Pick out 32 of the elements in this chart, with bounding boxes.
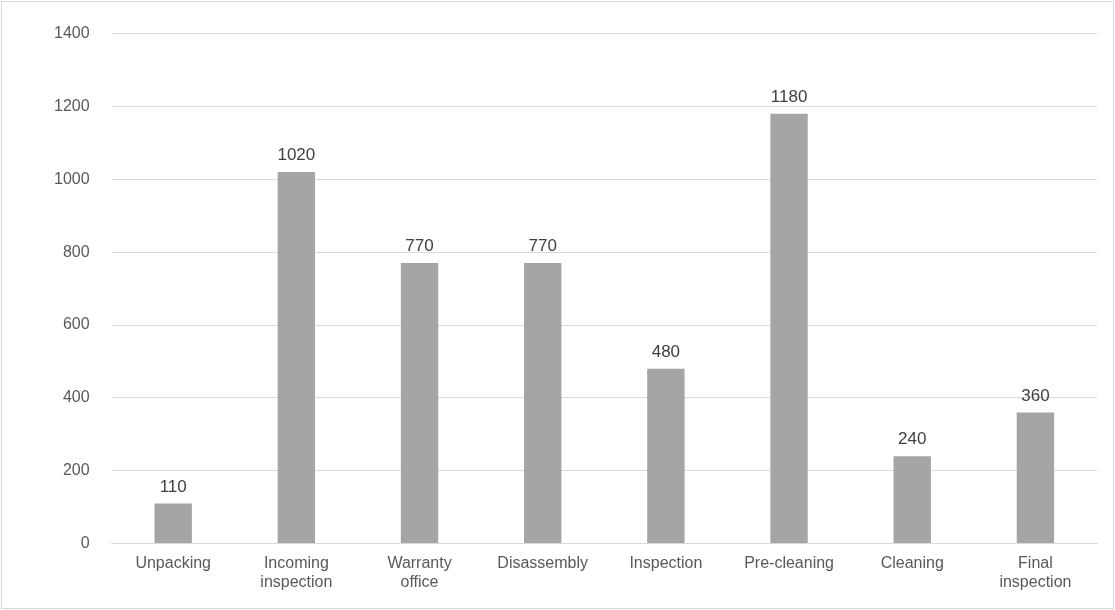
x-tick-label: Disassembly (497, 553, 589, 571)
x-tick-label: Warranty office (387, 553, 452, 590)
y-tick-label: 800 (62, 242, 90, 260)
x-tick-label: Pre-cleaning (744, 553, 834, 571)
data-label: 360 (1021, 385, 1050, 405)
data-label: 480 (651, 341, 681, 361)
data-label: 240 (898, 429, 927, 449)
y-tick-label: 1400 (54, 24, 90, 42)
x-tick-label: Final inspection (999, 553, 1072, 590)
bar (154, 503, 192, 544)
x-tick-label: Cleaning (880, 553, 944, 571)
data-label: 1180 (770, 86, 808, 106)
x-tick-label: Unpacking (135, 553, 211, 571)
bar (893, 456, 931, 544)
y-tick-label: 400 (62, 388, 90, 406)
bar (524, 263, 562, 544)
bar (277, 172, 316, 544)
data-label: 110 (159, 476, 187, 496)
y-tick-label: 200 (62, 461, 90, 479)
y-tick-label: 0 (80, 534, 90, 552)
bar (1016, 412, 1055, 544)
bar (400, 263, 439, 544)
y-tick-label: 1000 (54, 169, 90, 187)
data-label: 770 (528, 236, 557, 256)
x-tick-label: Inspection (629, 553, 703, 571)
data-label: 770 (405, 236, 434, 256)
bar (647, 368, 685, 544)
data-label: 1020 (277, 145, 316, 165)
y-tick-label: 600 (62, 315, 90, 333)
y-tick-label: 1200 (54, 96, 90, 114)
bar (770, 113, 808, 544)
x-tick-label: Incoming inspection (260, 553, 333, 590)
